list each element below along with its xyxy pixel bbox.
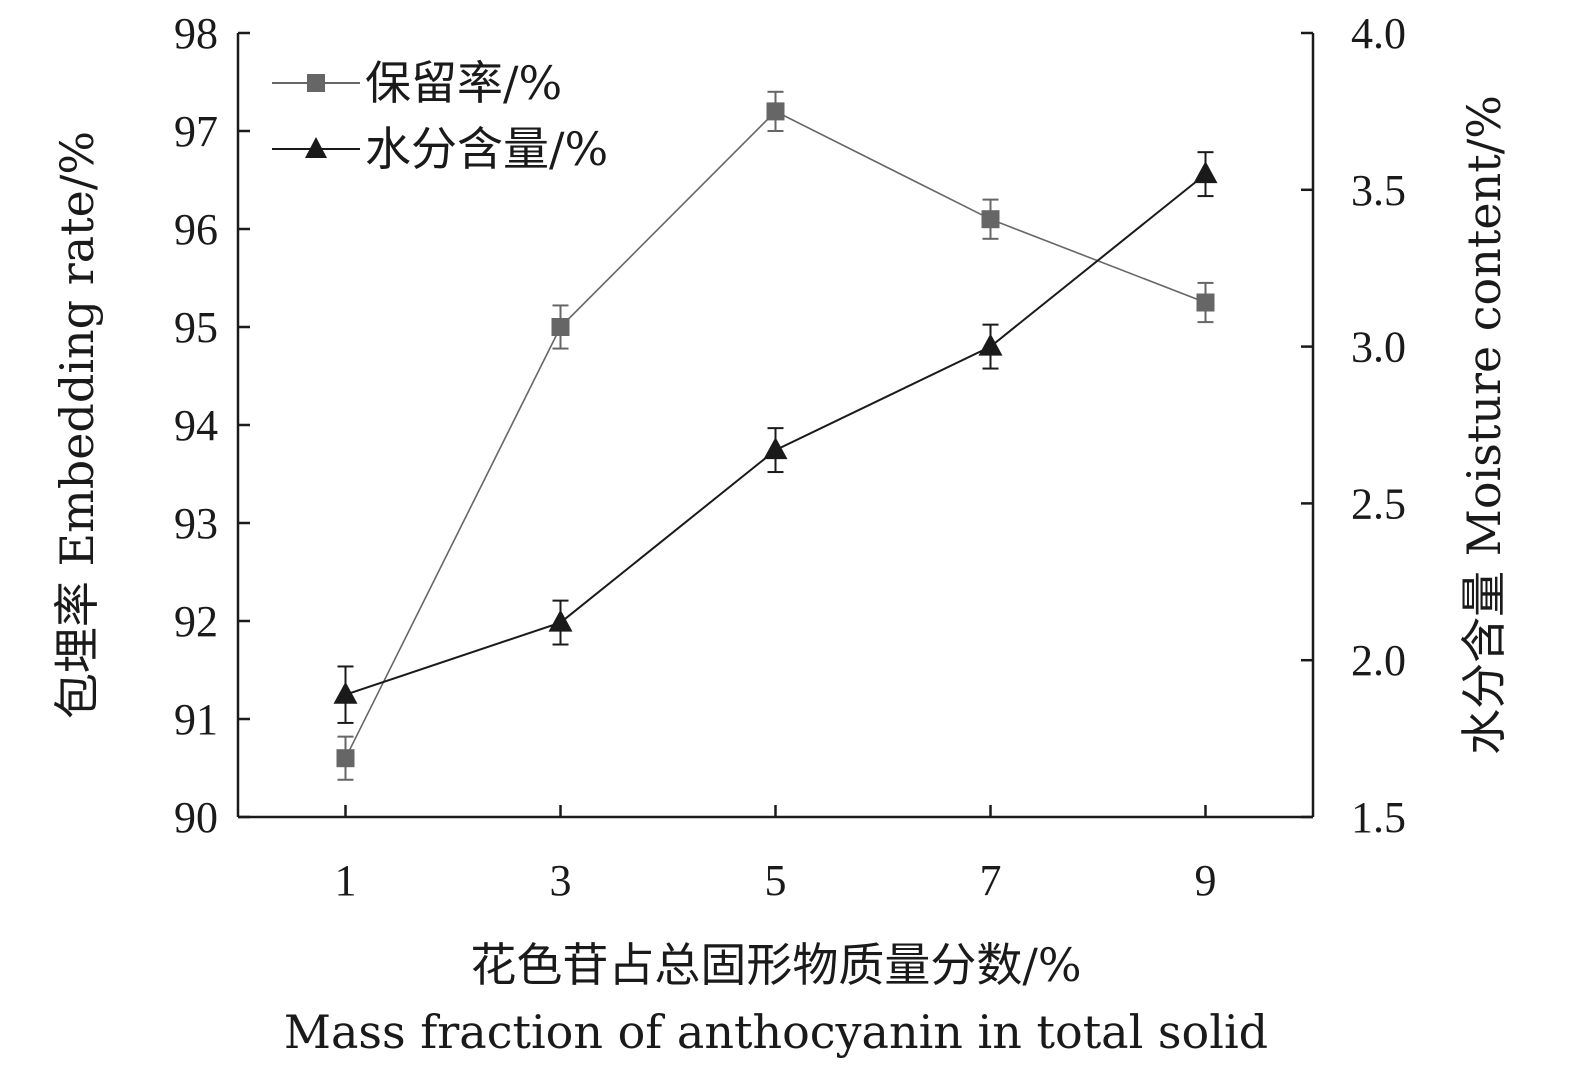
- y-right-tick-label: 1.5: [1351, 793, 1406, 842]
- legend-label-moisture: 水分含量/%: [365, 122, 608, 176]
- data-point-triangle: [333, 681, 358, 704]
- y-right-tick-label: 2.0: [1351, 636, 1406, 685]
- y-axis-right-title: 水分含量 Moisture content/%: [1457, 95, 1511, 755]
- y-left-tick-label: 90: [174, 793, 218, 842]
- x-tick-label: 1: [335, 856, 357, 905]
- series-retention: [336, 90, 1215, 781]
- x-axis-title-cn: 花色苷占总固形物质量分数/%: [470, 938, 1081, 992]
- data-point-square: [336, 749, 355, 768]
- data-point-triangle: [548, 609, 573, 632]
- data-point-square: [551, 318, 570, 336]
- y-left-tick-label: 96: [174, 205, 218, 254]
- data-point-triangle: [763, 437, 788, 460]
- series-group: [333, 90, 1218, 781]
- data-point-square: [981, 210, 1000, 229]
- data-point-triangle: [978, 333, 1003, 356]
- x-axis-title-en: Mass fraction of anthocyanin in total so…: [284, 1005, 1268, 1059]
- legend-triangle-marker: [305, 137, 327, 158]
- x-tick-label: 3: [550, 856, 572, 905]
- data-point-square: [766, 102, 785, 121]
- y-right-tick-label: 4.0: [1351, 9, 1406, 58]
- y-left-tick-label: 97: [174, 107, 218, 156]
- legend: 保留率/% 水分含量/%: [272, 56, 608, 176]
- legend-item-moisture: 水分含量/%: [272, 122, 608, 176]
- y-left-tick-label: 93: [174, 499, 218, 548]
- axes-group: 90 91 92 93 94 95 96 97 98 1.5 2.0 2.5 3.0 3.5 4.0 1 3 5 7…: [174, 9, 1406, 905]
- data-point-square: [1196, 293, 1215, 312]
- y-axis-left-title: 包埋率 Embedding rate/%: [50, 131, 104, 719]
- y-left-tick-label: 92: [174, 597, 218, 646]
- y-left-tick-label: 91: [174, 695, 218, 744]
- x-tick-label: 5: [765, 856, 787, 905]
- legend-item-retention: 保留率/%: [272, 56, 562, 110]
- series-moisture: [333, 151, 1218, 724]
- y-right-tick-label: 3.0: [1351, 323, 1406, 372]
- legend-square-marker: [307, 74, 325, 92]
- x-tick-label: 7: [980, 856, 1002, 905]
- y-left-tick-label: 98: [174, 9, 218, 58]
- y-left-tick-label: 94: [174, 401, 218, 450]
- x-tick-label: 9: [1195, 856, 1217, 905]
- y-right-tick-label: 3.5: [1351, 166, 1406, 215]
- data-point-triangle: [1193, 161, 1218, 184]
- y-right-tick-label: 2.5: [1351, 479, 1406, 528]
- y-left-tick-label: 95: [174, 303, 218, 352]
- legend-label-retention: 保留率/%: [365, 56, 562, 110]
